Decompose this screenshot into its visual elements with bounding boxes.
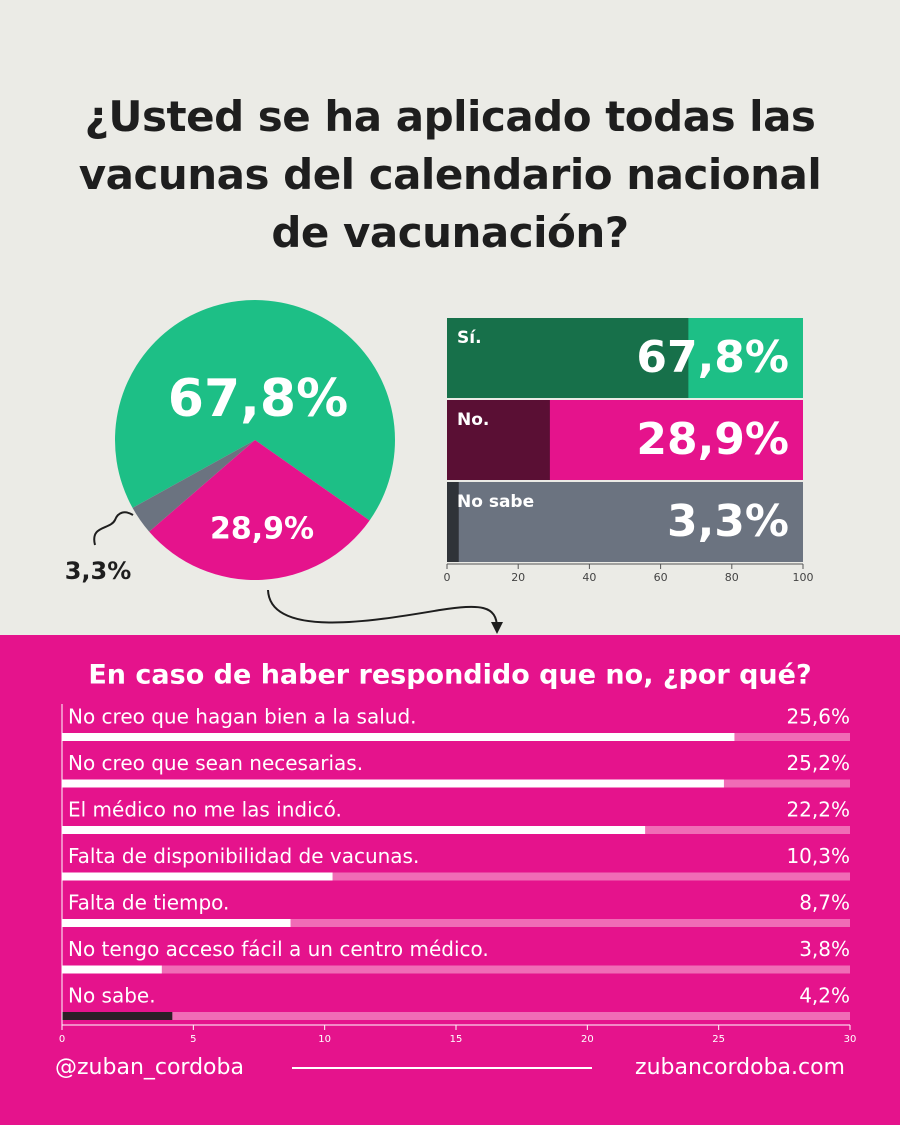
reason-label: No creo que hagan bien a la salud. — [68, 705, 417, 729]
bar — [62, 919, 291, 927]
reason-value: 25,6% — [786, 705, 850, 729]
reason-label: Falta de tiempo. — [68, 891, 229, 915]
reason-label: El médico no me las indicó. — [68, 798, 342, 822]
x-tick-label: 20 — [511, 571, 525, 584]
x-tick-label: 25 — [712, 1034, 725, 1045]
footer-left: @zuban_cordoba — [55, 1055, 244, 1080]
bar-value: 3,3% — [667, 496, 789, 547]
title: ¿Usted se ha aplicado todas las vacunas … — [78, 92, 822, 257]
arrow-head — [491, 622, 503, 634]
reason-value: 22,2% — [786, 798, 850, 822]
x-tick-label: 0 — [444, 571, 451, 584]
pie-label: 3,3% — [65, 557, 132, 585]
x-tick-label: 15 — [450, 1034, 463, 1045]
subtitle: En caso de haber respondido que no, ¿por… — [88, 660, 811, 691]
reason-value: 8,7% — [799, 891, 850, 915]
x-tick-label: 20 — [581, 1034, 594, 1045]
reason-value: 4,2% — [799, 984, 850, 1008]
arrow — [267, 589, 498, 629]
pie-slice — [115, 300, 395, 521]
bar-track — [62, 872, 850, 881]
x-tick-label: 0 — [59, 1034, 65, 1045]
x-tick-label: 40 — [582, 571, 596, 584]
bar-value: 28,9% — [636, 414, 789, 465]
bar — [62, 965, 162, 974]
bar — [62, 779, 724, 788]
bar-category: No. — [457, 410, 489, 430]
reason-label: No tengo acceso fácil a un centro médico… — [68, 937, 489, 961]
pie-slice — [149, 440, 370, 580]
bar — [62, 733, 735, 741]
bar-value: 67,8% — [636, 332, 789, 383]
x-tick-label: 80 — [725, 571, 739, 584]
bar-track — [62, 1012, 850, 1020]
pie-label: 28,9% — [210, 512, 314, 547]
bar — [62, 1012, 173, 1020]
bar — [447, 400, 550, 480]
x-tick-label: 60 — [654, 571, 668, 584]
x-tick-label: 10 — [318, 1034, 331, 1045]
reason-value: 10,3% — [786, 844, 850, 868]
pie-label: 67,8% — [168, 369, 348, 429]
bar — [62, 826, 646, 834]
bar-category: Sí. — [457, 328, 482, 348]
bar-category: No sabe — [457, 492, 534, 512]
footer-right: zubancordoba.com — [635, 1055, 845, 1080]
bar-track — [62, 965, 850, 974]
x-tick-label: 100 — [793, 571, 814, 584]
x-tick-label: 5 — [190, 1034, 196, 1045]
bar — [447, 318, 689, 398]
reason-label: Falta de disponibilidad de vacunas. — [68, 844, 419, 868]
bar-track — [62, 919, 850, 927]
bar — [62, 872, 333, 881]
reason-value: 3,8% — [799, 937, 850, 961]
bar — [447, 482, 459, 562]
reason-value: 25,2% — [786, 751, 850, 775]
bar-track — [447, 482, 803, 562]
leader-line — [93, 511, 134, 546]
x-tick-label: 30 — [844, 1034, 857, 1045]
reason-label: No sabe. — [68, 984, 156, 1008]
reason-label: No creo que sean necesarias. — [68, 751, 363, 775]
pie-slice — [132, 440, 255, 532]
